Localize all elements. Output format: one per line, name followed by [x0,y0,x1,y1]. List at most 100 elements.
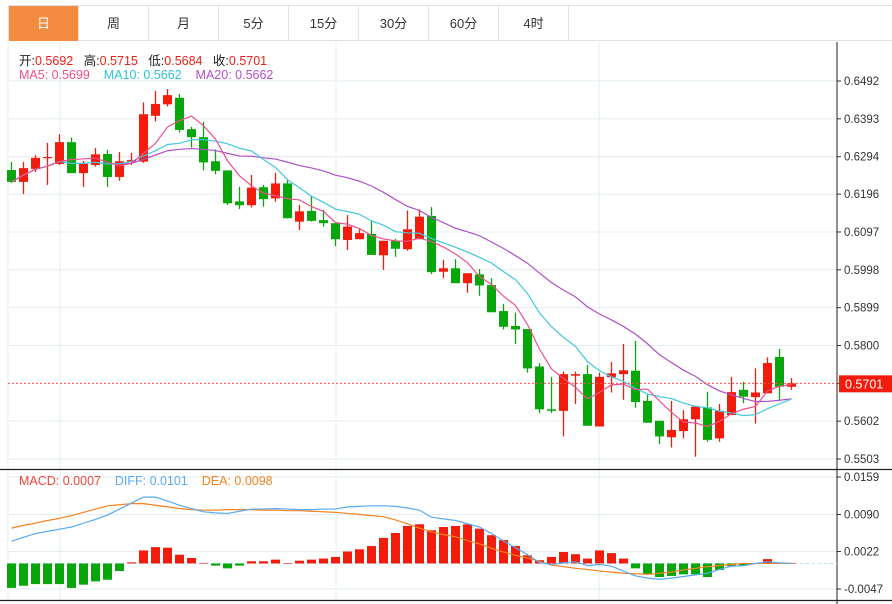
candle-body [643,400,652,423]
macd-bar [115,563,124,572]
ma10-value: MA10: 0.5662 [103,68,182,82]
macd-bar [619,558,628,564]
candle-body [535,366,544,410]
candle-body [271,183,280,199]
macd-bar [595,550,604,564]
macd-bar [307,559,316,564]
candle-body [559,374,568,411]
candle-body [523,329,532,369]
candle-body [715,410,724,439]
ma5-value: MA5: 0.5699 [19,68,90,82]
dea-line [11,503,792,575]
macd-value: MACD: 0.0007 [19,474,101,488]
candle-body [55,142,64,164]
tab-30min[interactable]: 30分 [359,6,429,41]
macd-bar [151,547,160,564]
macd-bar [487,535,496,564]
candle-body [7,170,16,182]
candle-body [103,154,112,177]
candle-body [187,129,196,138]
open-value: 0.5692 [34,54,74,68]
candle-body [163,95,172,105]
dif-line [11,496,792,580]
candle-body [511,325,520,330]
macd-bar [631,563,640,569]
candle-body [463,273,472,284]
macd-bar [199,562,208,564]
macd-bar [451,525,460,564]
macd-bar [475,528,484,564]
macd-bar [223,563,232,569]
tab-day[interactable]: 日 [9,6,79,41]
macd-bar [319,558,328,564]
candle-body [439,268,448,272]
candle-body [703,407,712,440]
price-tick-label: 0.5998 [844,265,879,277]
candle-body [583,374,592,426]
macd-bar [415,524,424,564]
macd-bar [463,524,472,564]
macd-bar [271,559,280,564]
candle-body [727,392,736,416]
ma10-line [11,138,792,417]
tab-5min[interactable]: 5分 [219,6,289,41]
candle-body [775,356,784,387]
macd-bar [739,563,748,566]
price-tick-label: 0.5503 [844,454,879,466]
candle-body [211,161,220,171]
price-tick-label: 0.6294 [844,152,880,164]
macd-bar [571,554,580,564]
tab-month[interactable]: 月 [149,6,219,41]
candle-body [331,223,340,240]
candle-body [547,409,556,411]
candle-body [739,389,748,397]
macd-bar [367,546,376,564]
macd-bar [247,561,256,564]
macd-bar [283,563,292,565]
macd-bar [403,525,412,564]
macd-bar [127,562,136,564]
macd-bar [31,563,40,585]
candle-body [115,161,124,177]
macd-bar [679,563,688,575]
macd-bar [343,551,352,564]
macd-bar [91,563,100,582]
diff-value: DIFF: 0.0101 [114,474,188,488]
candle-body [151,103,160,116]
macd-bar [211,563,220,566]
macd-bar [103,563,112,580]
tab-15min[interactable]: 15分 [289,6,359,41]
tab-week[interactable]: 周 [79,6,149,41]
macd-tick-label: 0.0090 [844,510,879,522]
price-tick-label: 0.5800 [844,340,879,352]
macd-bar [523,555,532,564]
macd-bar [583,558,592,564]
price-tick-label: 0.5899 [844,303,879,315]
ma20-value: MA20: 0.5662 [195,68,274,82]
candle-body [595,376,604,427]
candle-body [619,370,628,375]
price-tick-label: 0.6196 [844,189,879,201]
candle-body [79,163,88,174]
macd-bar [547,556,556,564]
macd-bar [259,561,268,564]
macd-info: MACD: 0.0007 DIFF: 0.0101 DEA: 0.0098 [19,474,273,488]
tab-60min[interactable]: 60分 [429,6,499,41]
macd-bar [379,537,388,564]
candle-body [487,285,496,313]
macd-bar [559,552,568,564]
candle-body [91,154,100,166]
candle-body [283,183,292,219]
tab-4hour[interactable]: 4时 [499,6,569,41]
macd-bar [67,563,76,588]
candle-body [679,419,688,432]
macd-bar [439,527,448,564]
low-label: 低: [148,54,165,68]
price-tick-label: 0.6393 [844,114,879,126]
price-tick-label: 0.6097 [844,227,879,239]
macd-bar [79,563,88,585]
price-tick-label: 0.5602 [844,416,879,428]
macd-tick-label: -0.0047 [844,584,883,596]
macd-bar [163,547,172,564]
